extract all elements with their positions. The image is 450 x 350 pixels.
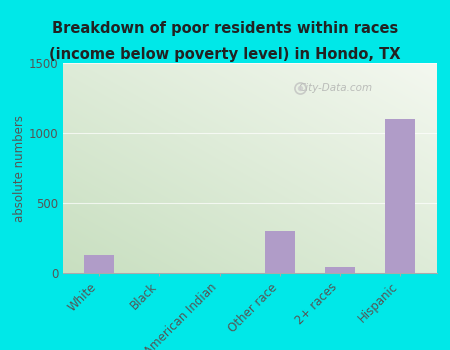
Text: City-Data.com: City-Data.com [299,83,373,93]
Bar [84,255,114,273]
Bar [325,267,355,273]
Bar [385,119,415,273]
Text: (income below poverty level) in Hondo, TX: (income below poverty level) in Hondo, T… [49,47,401,62]
Y-axis label: absolute numbers: absolute numbers [13,114,26,222]
Text: Breakdown of poor residents within races: Breakdown of poor residents within races [52,21,398,36]
Bar [265,231,295,273]
